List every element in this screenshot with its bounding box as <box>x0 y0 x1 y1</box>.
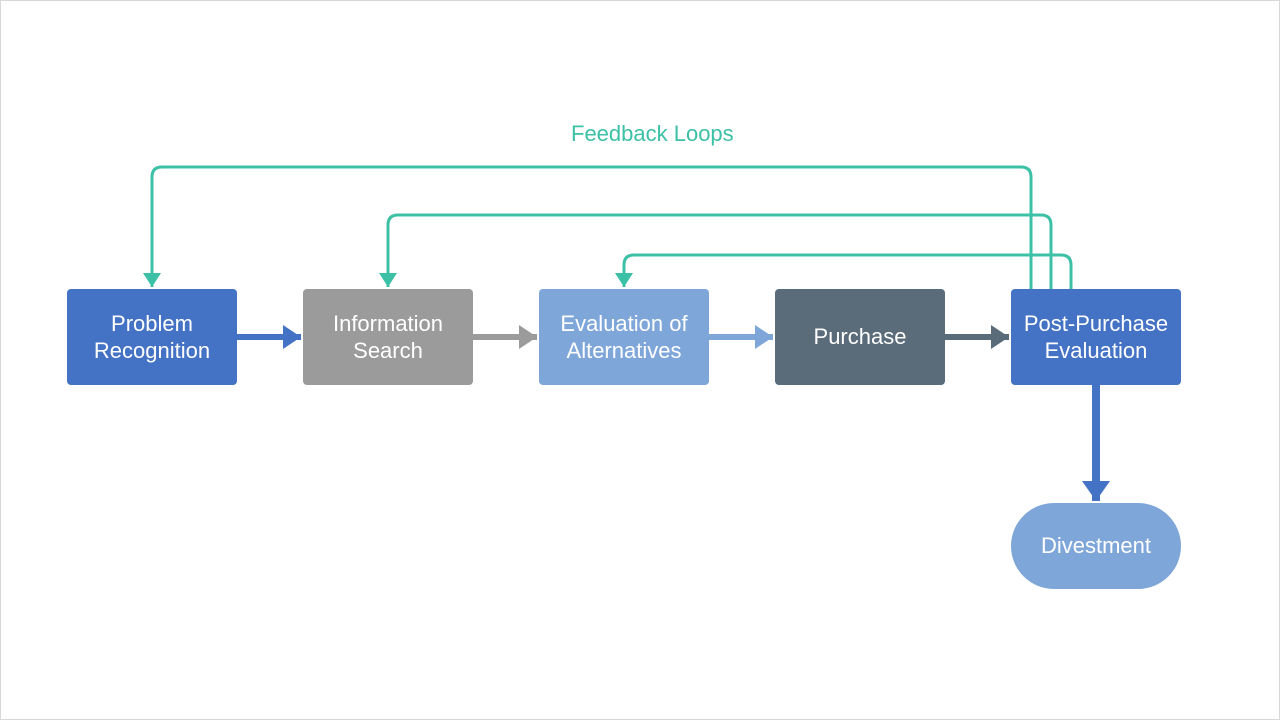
feedback-loop-2 <box>152 167 1031 289</box>
node-divest: Divestment <box>1011 503 1181 589</box>
diagram-canvas: Feedback Loops Problem Recognition Inform… <box>0 0 1280 720</box>
node-eval: Evaluation of Alternatives <box>539 289 709 385</box>
feedback-loop-0 <box>624 255 1071 289</box>
feedback-loops-label: Feedback Loops <box>571 121 734 147</box>
node-problem: Problem Recognition <box>67 289 237 385</box>
node-purchase: Purchase <box>775 289 945 385</box>
feedback-loop-1 <box>388 215 1051 289</box>
node-post: Post-Purchase Evaluation <box>1011 289 1181 385</box>
node-info: Information Search <box>303 289 473 385</box>
